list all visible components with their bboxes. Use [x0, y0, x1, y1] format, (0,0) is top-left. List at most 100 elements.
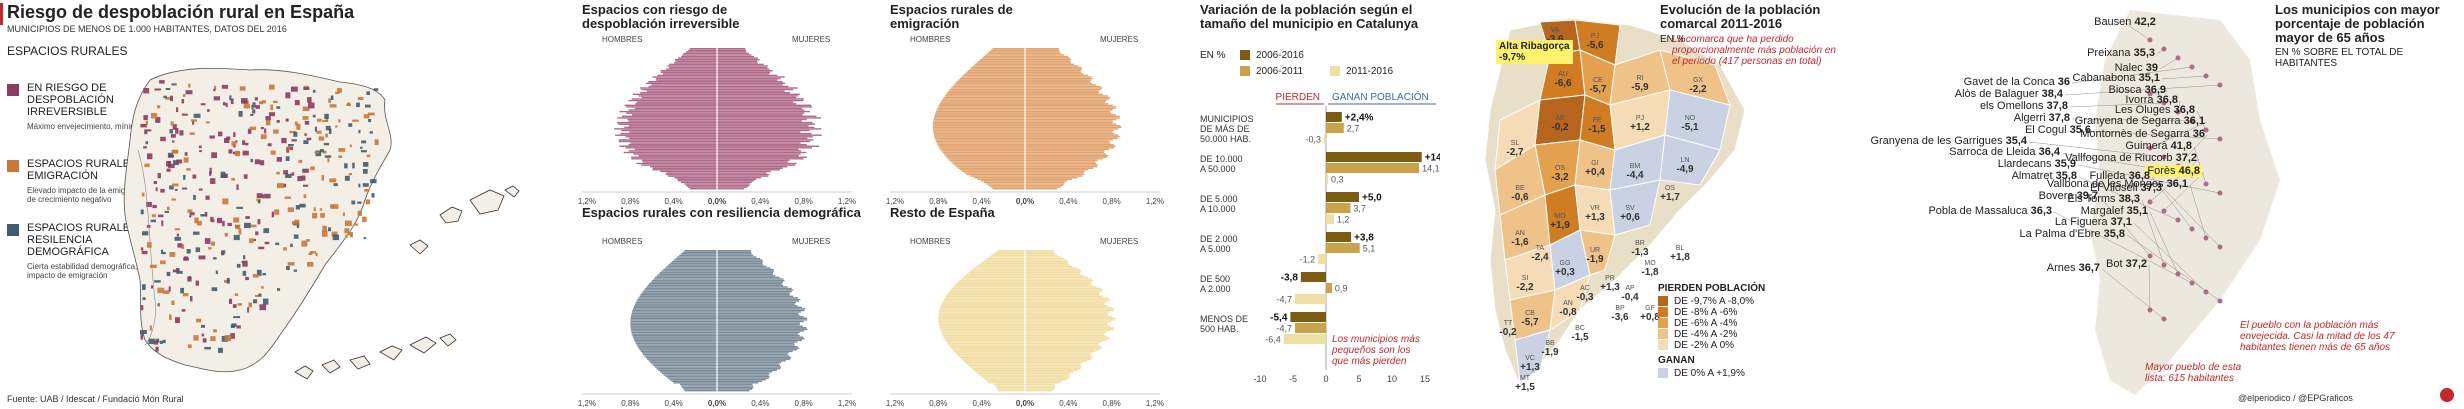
- pyramid-bar-men: [933, 120, 1025, 122]
- pyramid-bar-women: [1025, 142, 1111, 144]
- pyramid-bar-women: [1025, 286, 1097, 288]
- legend-gain-1: DE 0% A +1,9%: [1658, 368, 1838, 379]
- pyramid-bar-men: [656, 275, 717, 277]
- rural-patch: [274, 209, 280, 215]
- bar-2011-2016: [1318, 254, 1326, 264]
- pyramid-bar-men: [663, 73, 717, 75]
- rural-patch: [261, 194, 265, 199]
- rural-patch: [193, 194, 196, 200]
- pyramid-bar-women: [717, 60, 758, 62]
- comarcas-legend: PIERDEN POBLACIÓN DE -9,7% A -8,0% DE -8…: [1658, 283, 1838, 379]
- pyramid-bar-men: [997, 390, 1025, 392]
- pyramid-bar-women: [1025, 103, 1108, 105]
- rural-patch: [170, 121, 174, 126]
- pyramid-bar-men: [680, 383, 717, 386]
- pyramid-bar-men: [649, 283, 717, 285]
- pyramid-bar-women: [717, 137, 808, 140]
- pyramid-bar-men: [650, 361, 717, 364]
- pyramid-bar-women: [717, 336, 804, 338]
- pyramid-bar-women: [1025, 341, 1102, 343]
- rural-patch: [303, 140, 309, 144]
- rural-patch: [166, 271, 171, 277]
- bar-value-label: 0,9: [1335, 284, 1348, 294]
- pyramid-bar-men: [980, 180, 1025, 182]
- municipality-value: 35,8: [2103, 228, 2125, 240]
- rural-patch: [193, 231, 200, 235]
- rural-patch: [309, 251, 316, 254]
- rural-patch: [202, 338, 207, 343]
- rural-patch: [205, 195, 210, 200]
- rural-patch: [316, 130, 322, 134]
- pyramid-bar-women: [1025, 99, 1107, 102]
- pyramid-bar-men: [633, 338, 717, 340]
- pyramid-bar-women: [1025, 301, 1106, 304]
- comarca-value: -6,6: [1554, 78, 1572, 89]
- rural-patch: [243, 255, 246, 260]
- spain-map: [123, 67, 520, 380]
- pyramid-bar-men: [630, 327, 717, 329]
- pyramid-bar-women: [1025, 57, 1071, 59]
- bar-value-label: 5,1: [1363, 244, 1376, 254]
- pyramid-bar-women: [717, 273, 773, 275]
- pyramid-bar-men: [989, 256, 1025, 258]
- pyramid-bar-women: [1025, 120, 1113, 122]
- pyramid-bar-men: [650, 281, 717, 283]
- pyramid-bar-men: [634, 339, 717, 342]
- pyramid-bar-women: [717, 290, 792, 293]
- pyramid-bar-men: [949, 159, 1025, 162]
- pyramid-bar-men: [997, 388, 1025, 390]
- oldest-municipality-label: Les Oluges 36,8: [2115, 104, 2195, 116]
- pyramid-bar-men: [976, 265, 1025, 268]
- pyramid-bar-men: [943, 153, 1025, 155]
- rural-patch: [363, 114, 370, 119]
- pyramid-bar-women: [717, 366, 782, 368]
- rural-patch: [302, 116, 309, 120]
- pyramid-bar-men: [636, 300, 717, 302]
- municipality-name: Les Oluges: [2114, 104, 2174, 116]
- pyramid-bar-women: [717, 287, 792, 290]
- pyramid-bar-women: [1025, 88, 1101, 91]
- pyramid-tick-label: 0,4%: [973, 399, 991, 408]
- rural-patch: [172, 124, 177, 130]
- rural-patch: [236, 263, 241, 268]
- pyramid-bar-men: [624, 104, 717, 106]
- pyramid-bar-women: [717, 142, 801, 144]
- comarca-code: AP: [1625, 285, 1635, 292]
- pyramid-bar-women: [717, 77, 781, 80]
- pyramid-bar-women: [717, 48, 746, 50]
- rural-patch: [276, 157, 282, 162]
- pyramid-bar-men: [642, 161, 717, 163]
- pyramid-bar-men: [959, 279, 1025, 282]
- pyramid-bar-men: [641, 159, 717, 162]
- rural-patch: [252, 102, 256, 108]
- comarca-value: -1,3: [1631, 247, 1649, 258]
- rural-patch: [308, 252, 313, 255]
- rural-patch: [250, 113, 254, 116]
- pyramid-bar-women: [717, 87, 798, 89]
- comarca-value: -5,6: [1586, 40, 1604, 51]
- pyramid-bar-women: [1025, 159, 1098, 162]
- rural-patch: [168, 163, 175, 169]
- pyramid-bar-men: [974, 63, 1025, 66]
- rural-patch: [269, 84, 275, 90]
- oldest-leader-line: [2124, 22, 2151, 41]
- pyramid-bar-men: [652, 279, 717, 282]
- pyramid-bar-men: [625, 136, 717, 138]
- oldest-municipality-label: Alòs de Balaguer 38,4: [1955, 88, 2063, 100]
- rural-patch: [255, 231, 259, 236]
- pyramid-bar-women: [717, 55, 754, 58]
- comarca-value: +0,6: [1620, 212, 1640, 223]
- pyramid-bar-women: [1025, 134, 1119, 136]
- pyramid-bar-men: [966, 363, 1025, 365]
- pyramid-bar-men: [657, 74, 717, 77]
- comarca-code: AU: [1558, 71, 1568, 78]
- pyramid-bar-women: [717, 360, 786, 362]
- pyramid-bar-women: [717, 380, 762, 382]
- pyramid-bar-men: [933, 134, 1025, 136]
- bar-category-label: A 10.000: [1200, 204, 1236, 214]
- pyramid-bar-women: [1025, 125, 1121, 127]
- oldest-leader-line: [2028, 141, 2165, 158]
- pyramid-bar-women: [1025, 369, 1078, 371]
- oldest-leader-line: [2177, 134, 2208, 167]
